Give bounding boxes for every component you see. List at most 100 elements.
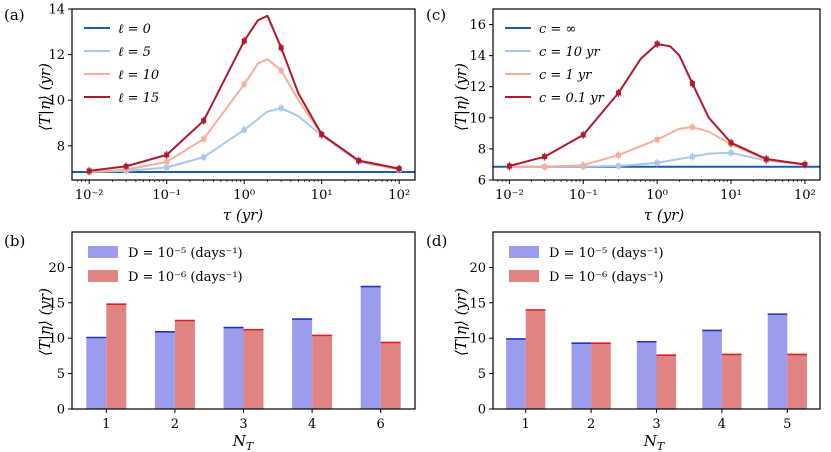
bar-1-0 <box>525 309 546 409</box>
bar-1-0 <box>106 304 127 409</box>
x-tick-label: 10¹ <box>311 188 333 203</box>
panel-c: (c) 10⁻² 10⁻¹ 10⁰ 10¹ 10² 6 8 10 12 14 16 c = ∞ c = … <box>426 6 821 224</box>
y-tick-label: 14 <box>469 49 486 64</box>
legend-label-1: D = 10⁻⁶ (days⁻¹) <box>549 270 664 285</box>
legend-label-0: D = 10⁻⁵ (days⁻¹) <box>128 246 243 261</box>
y-axis-label-a: ⟨T|η⟩ (yr) <box>36 63 54 131</box>
x-tick-label: 2 <box>587 417 595 432</box>
x-tick-label: 10¹ <box>720 188 742 203</box>
legend-label-3: c = 0.1 yr <box>539 91 605 106</box>
series-line-2 <box>509 126 806 168</box>
y-axis-label-c: ⟨T|η⟩ (yr) <box>452 63 470 131</box>
y-tick-label: 8 <box>478 142 486 157</box>
y-axis-label-b: ⟨T|η⟩ (yr) <box>36 288 54 356</box>
panel-label-b: (b) <box>4 232 25 250</box>
legend-label-1: D = 10⁻⁶ (days⁻¹) <box>128 270 243 285</box>
x-axis-label-b: NT <box>232 432 255 452</box>
bar-1-3 <box>312 335 333 409</box>
legend-label-0: c = ∞ <box>539 22 576 37</box>
bar-0-3 <box>702 330 722 409</box>
bar-0-1 <box>571 343 592 409</box>
x-tick-label: 10² <box>388 188 410 203</box>
axes-frame <box>492 8 821 181</box>
legend-label-3: ℓ = 15 <box>118 91 159 106</box>
bar-1-4 <box>380 342 401 409</box>
series-line-3 <box>89 14 400 172</box>
y-tick-label: 20 <box>48 261 65 276</box>
y-tick-label: 10 <box>469 332 486 347</box>
y-tick-label: 12 <box>469 80 486 95</box>
y-tick-label: 10 <box>469 111 486 126</box>
legend-label-0: D = 10⁻⁵ (days⁻¹) <box>549 246 664 261</box>
legend-label-1: ℓ = 5 <box>118 45 151 60</box>
panel-label-c: (c) <box>426 6 446 24</box>
y-tick-label: 16 <box>469 18 486 33</box>
plot-area-b: 1 2 3 4 6 0 5 10 15 20 D = 10⁻⁵ (days⁻¹) D = 10⁻⁶ (… <box>48 231 416 432</box>
bar-1-1 <box>174 320 195 409</box>
panel-d: (d) 1 2 3 4 5 0 5 10 15 20 D = 10⁻⁵ (days⁻¹) D = 10… <box>426 231 821 452</box>
x-tick-label: 10⁻¹ <box>152 188 181 203</box>
legend-swatch-1 <box>88 270 118 282</box>
y-tick-label: 12 <box>48 48 65 63</box>
y-tick-label: 6 <box>478 174 486 189</box>
bar-1-1 <box>591 343 611 409</box>
series-line-1 <box>89 107 400 173</box>
legend-swatch-0 <box>88 246 118 258</box>
x-tick-label: 1 <box>522 417 530 432</box>
bar-1-2 <box>243 329 264 409</box>
axes-frame <box>71 231 416 410</box>
y-tick-label: 10 <box>48 94 65 109</box>
y-axis-label-d: ⟨T|η⟩ (yr) <box>452 288 470 356</box>
bar-0-3 <box>292 319 313 409</box>
bar-1-4 <box>787 354 807 409</box>
bar-0-4 <box>360 286 381 409</box>
x-tick-label: 10⁻¹ <box>569 188 598 203</box>
x-tick-label: 2 <box>171 417 179 432</box>
x-tick-label: 10⁻² <box>495 188 524 203</box>
bar-1-3 <box>721 354 742 409</box>
bar-0-2 <box>636 341 657 409</box>
y-tick-label: 8 <box>57 139 65 154</box>
plot-area-a: 10⁻² 10⁻¹ 10⁰ 10¹ 10² 8 10 12 14 ℓ = 0 ℓ = 5 ℓ = 10… <box>48 3 416 203</box>
panel-a: (a) 10⁻² 10⁻¹ 10⁰ 10¹ 10² 8 10 12 14 ℓ = 0 ℓ = 5 ℓ … <box>4 3 416 224</box>
x-tick-label: 3 <box>239 417 247 432</box>
y-tick-label: 0 <box>478 403 486 418</box>
legend-swatch-0 <box>509 246 539 258</box>
x-tick-label: 3 <box>652 417 660 432</box>
y-tick-label: 0 <box>57 403 65 418</box>
bar-0-0 <box>86 337 107 409</box>
bar-1-2 <box>656 355 677 409</box>
plot-area-c: 10⁻² 10⁻¹ 10⁰ 10¹ 10² 6 8 10 12 14 16 c = ∞ c = 10 y… <box>469 8 821 203</box>
x-axis-label-d: NT <box>643 432 666 452</box>
y-tick-label: 20 <box>469 261 486 276</box>
legend-label-2: ℓ = 10 <box>118 68 159 83</box>
plot-area-d: 1 2 3 4 5 0 5 10 15 20 D = 10⁻⁵ (days⁻¹) D = 10⁻⁶ (… <box>469 231 821 432</box>
y-tick-label: 5 <box>57 367 65 382</box>
y-tick-label: 14 <box>48 3 65 18</box>
legend-label-1: c = 10 yr <box>539 45 600 60</box>
bar-0-2 <box>223 327 244 409</box>
panel-b: (b) 1 2 3 4 6 0 5 10 15 20 D = 10⁻⁵ (days⁻¹) D = 10… <box>4 231 416 452</box>
axes-frame <box>492 231 821 410</box>
axes-frame <box>71 8 416 181</box>
x-tick-label: 1 <box>102 417 110 432</box>
x-tick-label: 10⁰ <box>233 188 255 203</box>
panel-label-d: (d) <box>426 232 447 250</box>
x-tick-label: 6 <box>377 417 385 432</box>
legend-label-0: ℓ = 0 <box>118 22 151 37</box>
x-tick-label: 10⁰ <box>646 188 668 203</box>
y-tick-label: 10 <box>48 332 65 347</box>
bar-0-1 <box>154 331 175 409</box>
x-axis-label-a: τ (yr) <box>223 206 264 224</box>
x-tick-label: 5 <box>783 417 791 432</box>
bar-0-4 <box>767 314 788 409</box>
y-tick-label: 15 <box>469 296 486 311</box>
y-tick-label: 5 <box>478 367 486 382</box>
x-axis-label-c: τ (yr) <box>644 206 685 224</box>
x-tick-label: 10⁻² <box>75 188 104 203</box>
bar-0-0 <box>506 338 526 409</box>
legend-label-2: c = 1 yr <box>539 68 592 83</box>
panel-label-a: (a) <box>4 6 25 24</box>
x-tick-label: 4 <box>718 417 726 432</box>
